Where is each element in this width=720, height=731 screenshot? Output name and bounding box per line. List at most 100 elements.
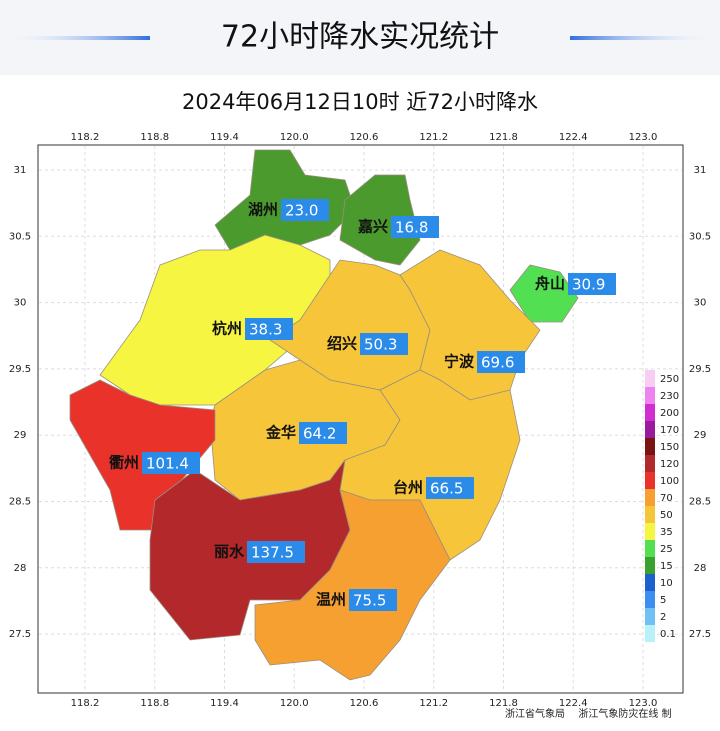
lon-tick-label: 118.2 [71, 698, 100, 709]
lon-tick-label: 120.6 [350, 132, 379, 143]
legend-label: 10 [660, 578, 673, 589]
lat-tick-label: 27.5 [689, 629, 711, 640]
region [339, 369, 521, 561]
value-box [568, 273, 616, 295]
lat-tick-label: 30.5 [9, 231, 31, 242]
value-label: 66.5 [430, 480, 463, 498]
value-label: 23.0 [285, 202, 318, 220]
lon-tick-label: 122.4 [559, 698, 588, 709]
legend-label: 170 [660, 425, 679, 436]
value-box [391, 216, 439, 238]
map-subtitle: 2024年06月12日10时 近72小时降水 [182, 90, 538, 114]
legend-swatch [645, 523, 655, 540]
lat-tick-label: 31 [14, 165, 27, 176]
lat-tick-label: 27.5 [9, 629, 31, 640]
value-box [245, 318, 293, 340]
value-box [299, 422, 347, 444]
lon-tick-label: 122.4 [559, 132, 588, 143]
lon-tick-label: 118.2 [71, 132, 100, 143]
lon-tick-label: 123.0 [629, 132, 658, 143]
legend-label: 35 [660, 527, 673, 538]
credit: 浙江气象防灾在线 制 [578, 707, 671, 720]
legend-swatch [645, 625, 655, 642]
region-name: 宁波 [444, 353, 475, 371]
legend-swatch [645, 455, 655, 472]
header-deco [0, 36, 150, 40]
legend-label: 25 [660, 544, 673, 555]
legend-label: 5 [660, 595, 666, 606]
legend-label: 120 [660, 459, 679, 470]
region-name: 温州 [316, 591, 346, 609]
legend-label: 2 [660, 612, 666, 623]
region [339, 174, 421, 266]
legend-swatch [645, 489, 655, 506]
legend-label: 150 [660, 442, 679, 453]
region-name: 嘉兴 [357, 218, 388, 236]
legend-swatch [645, 557, 655, 574]
lat-tick-label: 28 [694, 563, 707, 574]
region-name: 丽水 [214, 543, 245, 561]
value-box [142, 452, 200, 474]
legend-swatch [645, 574, 655, 591]
legend-swatch [645, 387, 655, 404]
value-label: 69.6 [481, 354, 514, 372]
legend-label: 15 [660, 561, 673, 572]
value-box [281, 199, 329, 221]
legend-swatch [645, 421, 655, 438]
lat-tick-label: 28.5 [9, 497, 31, 508]
region-name: 衢州 [109, 454, 139, 472]
lon-tick-label: 118.8 [140, 698, 169, 709]
region-name: 金华 [265, 424, 296, 442]
legend-swatch [645, 591, 655, 608]
lat-tick-label: 30.5 [689, 231, 711, 242]
lon-tick-label: 120.0 [280, 698, 309, 709]
legend-label: 70 [660, 493, 673, 504]
legend-swatch [645, 608, 655, 625]
region-name: 台州 [393, 479, 423, 497]
region-name: 湖州 [248, 201, 278, 219]
legend-swatch [645, 472, 655, 489]
value-box [247, 541, 305, 563]
value-label: 38.3 [249, 321, 282, 339]
lat-tick-label: 29 [694, 430, 707, 441]
value-box [477, 351, 525, 373]
value-label: 16.8 [395, 219, 428, 237]
value-box [349, 589, 397, 611]
legend-label: 250 [660, 374, 679, 385]
region-name: 杭州 [212, 320, 242, 338]
credit: 浙江省气象局 [505, 707, 565, 720]
lon-tick-label: 120.0 [280, 132, 309, 143]
value-label: 30.9 [572, 276, 605, 294]
region [254, 489, 451, 681]
value-box [360, 333, 408, 355]
legend-label: 230 [660, 391, 679, 402]
legend-swatch [645, 404, 655, 421]
lon-tick-label: 121.8 [489, 132, 518, 143]
page-title: 72小时降水实况统计 [221, 20, 499, 55]
legend-swatch [645, 540, 655, 557]
lon-tick-label: 119.4 [210, 132, 239, 143]
lat-tick-label: 31 [694, 165, 707, 176]
legend-label: 100 [660, 476, 679, 487]
lat-tick-label: 29.5 [689, 364, 711, 375]
legend-label: 0.1 [660, 629, 676, 640]
lat-tick-label: 29.5 [9, 364, 31, 375]
legend-label: 50 [660, 510, 673, 521]
value-box [426, 477, 474, 499]
value-label: 101.4 [146, 455, 189, 473]
lat-tick-label: 28.5 [689, 497, 711, 508]
lat-tick-label: 30 [14, 298, 27, 309]
map-layer: 118.2 118.2 118.8 118.8 119.4 119.4 120.0 120.0… [9, 132, 711, 709]
lon-tick-label: 123.0 [629, 698, 658, 709]
lon-tick-label: 118.8 [140, 132, 169, 143]
lat-tick-label: 30 [694, 298, 707, 309]
value-label: 64.2 [303, 425, 336, 443]
region-name: 绍兴 [327, 335, 357, 353]
value-label: 137.5 [251, 544, 294, 562]
value-label: 75.5 [353, 592, 386, 610]
legend-swatch [645, 438, 655, 455]
legend-swatch [645, 370, 655, 387]
legend-swatch [645, 506, 655, 523]
